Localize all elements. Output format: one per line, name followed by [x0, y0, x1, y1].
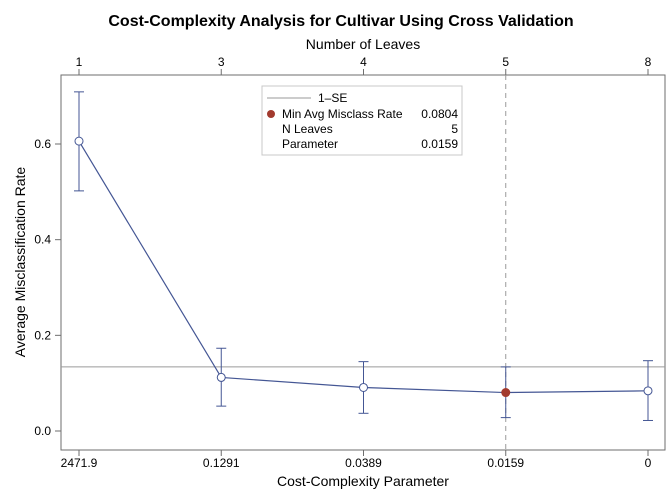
legend-parameter-value: 0.0159	[421, 137, 458, 151]
x2-tick-label: 3	[218, 55, 225, 69]
data-point	[216, 372, 226, 382]
legend-min-rate-label: Min Avg Misclass Rate	[282, 107, 403, 121]
x-tick-label: 0	[645, 456, 652, 470]
data-point	[74, 136, 84, 146]
plot-layer: 0.00.20.40.62471.910.129130.038940.01595…	[34, 55, 665, 470]
x2-tick-label: 4	[360, 55, 367, 69]
legend-1se-label: 1–SE	[318, 91, 347, 105]
legend-parameter-label: Parameter	[282, 137, 338, 151]
x-tick-label: 0.0159	[487, 456, 524, 470]
y-tick-label: 0.0	[34, 424, 51, 438]
legend-n-leaves-label: N Leaves	[282, 122, 333, 136]
y-tick-label: 0.6	[34, 137, 51, 151]
legend: 1–SE Min Avg Misclass Rate 0.0804 N Leav…	[261, 85, 463, 156]
x-tick-label: 2471.9	[61, 456, 98, 470]
legend-min-rate-value: 0.0804	[421, 107, 458, 121]
x2-tick-label: 5	[502, 55, 509, 69]
x-tick-label: 0.1291	[203, 456, 240, 470]
legend-min-marker	[267, 110, 275, 118]
x2-axis-label: Number of Leaves	[306, 36, 420, 52]
data-point	[643, 386, 653, 396]
x2-tick-label: 1	[76, 55, 83, 69]
data-point	[359, 382, 368, 392]
y-tick-label: 0.4	[34, 233, 51, 247]
min-point-marker	[501, 388, 511, 398]
x-axis-label: Cost-Complexity Parameter	[277, 473, 449, 489]
legend-n-leaves-value: 5	[451, 122, 458, 136]
chart-title: Cost-Complexity Analysis for Cultivar Us…	[108, 13, 573, 30]
x2-tick-label: 8	[645, 55, 652, 69]
y-axis-label: Average Misclassification Rate	[12, 167, 28, 358]
x-tick-label: 0.0389	[345, 456, 382, 470]
y-tick-label: 0.2	[34, 328, 51, 342]
